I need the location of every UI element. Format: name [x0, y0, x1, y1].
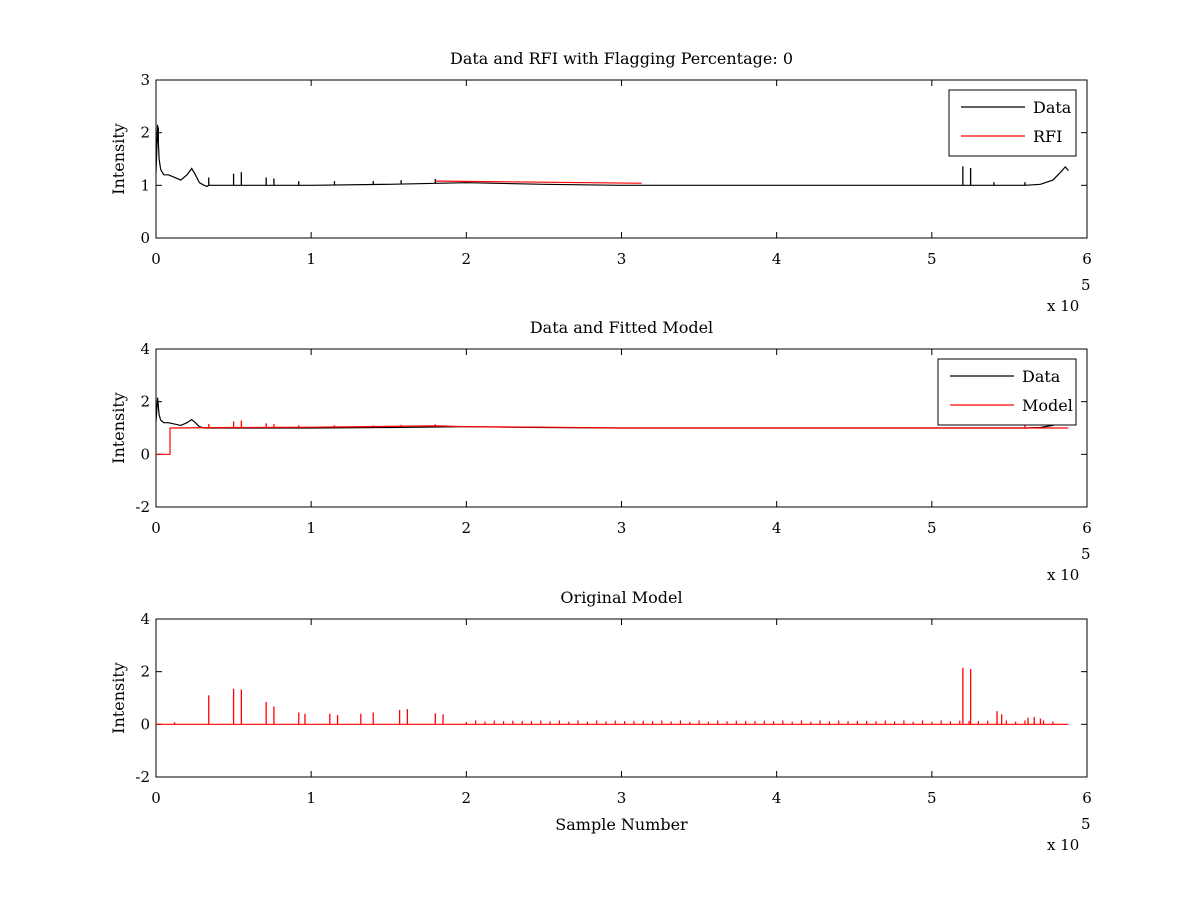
y-tick-label: -2: [135, 498, 150, 516]
y-axis-label: Intensity: [109, 123, 128, 195]
x-tick-label: 4: [772, 519, 782, 537]
y-tick-label: 4: [140, 610, 150, 628]
x-tick-label: 0: [151, 519, 161, 537]
x-tick-label: 6: [1082, 519, 1092, 537]
y-tick-label: 4: [140, 340, 150, 358]
y-axis-label: Intensity: [109, 392, 128, 464]
x-tick-label: 2: [462, 250, 472, 268]
x-tick-label: 1: [306, 250, 316, 268]
x-tick-label: 3: [617, 519, 627, 537]
x-multiplier-exponent: 5: [1081, 545, 1091, 563]
x-tick-label: 4: [772, 789, 782, 807]
x-multiplier: x 10: [1047, 836, 1079, 854]
legend-label-2: Model: [1022, 396, 1073, 415]
legend-label-2: RFI: [1033, 127, 1062, 146]
plot-area: [156, 124, 1069, 188]
legend: Data RFI: [948, 89, 1077, 157]
y-tick-label: 2: [140, 124, 150, 142]
x-tick-label: 5: [927, 789, 937, 807]
x-multiplier-exponent: 5: [1081, 276, 1091, 294]
chart-title: Data and Fitted Model: [530, 318, 713, 337]
x-tick-label: 0: [151, 250, 161, 268]
x-tick-label: 5: [927, 250, 937, 268]
x-tick-label: 1: [306, 519, 316, 537]
y-tick-label: -2: [135, 768, 150, 786]
x-tick-label: 3: [617, 789, 627, 807]
y-tick-label: 0: [140, 229, 150, 247]
y-tick-label: 3: [140, 71, 150, 89]
legend: Data Model: [937, 358, 1077, 426]
y-tick-label: 2: [140, 393, 150, 411]
legend-label-1: Data: [1022, 367, 1061, 386]
chart-title: Data and RFI with Flagging Percentage: 0: [450, 49, 793, 68]
series-line-2: [435, 180, 642, 184]
plot-area: [156, 397, 1069, 455]
x-tick-label: 6: [1082, 789, 1092, 807]
x-tick-label: 6: [1082, 250, 1092, 268]
x-multiplier: x 10: [1047, 297, 1079, 315]
y-tick-label: 0: [140, 715, 150, 733]
legend-label-1: Data: [1033, 98, 1072, 117]
y-tick-label: 0: [140, 445, 150, 463]
y-tick-label: 2: [140, 663, 150, 681]
x-multiplier-exponent: 5: [1081, 815, 1091, 833]
subplots: Data and RFI with Flagging Percentage: 0…: [109, 49, 1092, 854]
y-tick-label: 1: [140, 176, 150, 194]
y-axis-label: Intensity: [109, 662, 128, 734]
x-tick-label: 1: [306, 789, 316, 807]
x-axis-label: Sample Number: [555, 815, 688, 834]
x-multiplier: x 10: [1047, 566, 1079, 584]
x-tick-label: 2: [462, 519, 472, 537]
x-tick-label: 5: [927, 519, 937, 537]
axes-box: [155, 79, 1088, 239]
x-tick-label: 2: [462, 789, 472, 807]
axes-box: [155, 618, 1088, 778]
x-tick-label: 4: [772, 250, 782, 268]
subplot-1: Data and RFI with Flagging Percentage: 0…: [109, 49, 1092, 315]
x-tick-label: 3: [617, 250, 627, 268]
x-tick-label: 0: [151, 789, 161, 807]
legend-box: [948, 89, 1077, 157]
plot-area: [156, 667, 1069, 725]
series-line-2: [156, 425, 1069, 455]
legend-box: [937, 358, 1077, 426]
chart-title: Original Model: [560, 588, 682, 607]
